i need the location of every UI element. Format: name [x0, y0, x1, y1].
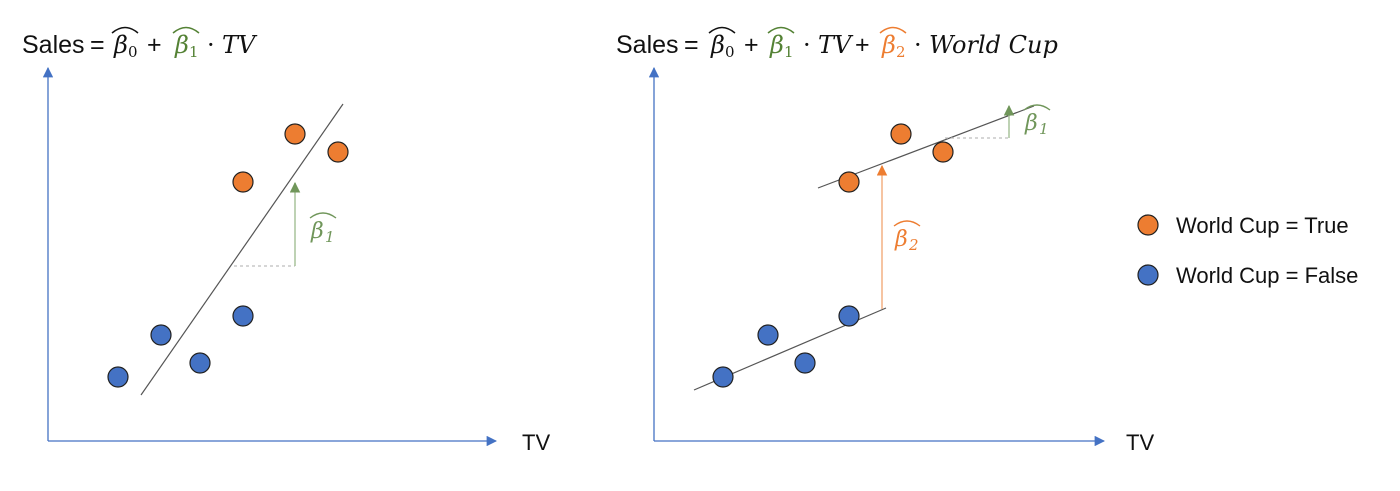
- right-shift-beta2: β: [894, 227, 908, 252]
- right-beta1-hat: [767, 26, 795, 34]
- right-point-false-4: [838, 305, 860, 327]
- right-shift-hat: [893, 220, 921, 227]
- left-slope-beta1-sub: 1: [325, 228, 335, 246]
- right-points: [712, 123, 954, 388]
- right-eq-beta2: β: [881, 31, 896, 59]
- left-x-axis-label: TV: [522, 430, 550, 455]
- right-shift-beta2-sub: 2: [908, 236, 919, 254]
- left-eq-beta0-sub: 0: [128, 43, 138, 61]
- right-eq-world-cup: World Cup: [929, 31, 1058, 59]
- left-beta1-hat: [172, 26, 200, 34]
- left-slope-hat: [309, 212, 337, 219]
- right-panel: Sales = β 0 + β 1 · TV + β 2 · World Cup…: [616, 26, 1154, 455]
- left-point-true-3: [327, 141, 349, 163]
- right-eq-beta2-sub: 2: [896, 43, 906, 61]
- left-eq-tv: TV: [222, 31, 258, 59]
- left-panel: Sales = β 0 + β 1 · TV TV β 1: [22, 26, 550, 455]
- left-eq-beta1: β: [174, 31, 189, 59]
- left-point-false-4: [232, 305, 254, 327]
- left-point-true-2: [284, 123, 306, 145]
- right-slope-beta1: β: [1024, 111, 1038, 136]
- right-point-true-2: [890, 123, 912, 145]
- legend-false-label: World Cup = False: [1176, 263, 1358, 288]
- right-eq-plus1: +: [744, 31, 759, 59]
- left-points: [107, 123, 349, 388]
- right-eq-beta0-sub: 0: [725, 43, 735, 61]
- right-eq-dot2: ·: [914, 31, 922, 59]
- right-eq-beta1: β: [769, 31, 784, 59]
- left-point-false-2: [150, 324, 172, 346]
- right-slope-hat: [1023, 104, 1051, 111]
- right-eq-dot1: ·: [803, 31, 811, 59]
- left-equation: Sales = β 0 + β 1 · TV: [22, 26, 258, 61]
- legend-false-marker: [1137, 264, 1159, 286]
- right-x-axis-label: TV: [1126, 430, 1154, 455]
- right-eq-lhs: Sales: [616, 31, 679, 59]
- left-eq-equals: =: [90, 31, 105, 59]
- left-beta0-hat: [111, 26, 139, 34]
- right-point-false-1: [712, 366, 734, 388]
- right-point-true-1: [838, 171, 860, 193]
- right-eq-beta1-sub: 1: [784, 43, 794, 61]
- left-eq-plus: +: [147, 31, 162, 59]
- right-eq-plus2: +: [855, 31, 870, 59]
- right-slope-beta1-sub: 1: [1039, 120, 1049, 138]
- right-equation: Sales = β 0 + β 1 · TV + β 2 · World Cup: [616, 26, 1058, 61]
- left-point-false-1: [107, 366, 129, 388]
- right-eq-tv: TV: [818, 31, 854, 59]
- legend: World Cup = True World Cup = False: [1137, 213, 1358, 288]
- left-fit-line: [140, 103, 344, 396]
- right-point-true-3: [932, 141, 954, 163]
- right-point-false-2: [757, 324, 779, 346]
- left-eq-beta1-sub: 1: [189, 43, 199, 61]
- right-beta0-hat: [708, 26, 736, 34]
- right-eq-equals: =: [684, 31, 699, 59]
- right-beta2-hat: [879, 26, 907, 34]
- left-eq-lhs: Sales: [22, 31, 85, 59]
- legend-true-label: World Cup = True: [1176, 213, 1349, 238]
- left-slope-beta1: β: [310, 219, 324, 244]
- right-eq-beta0: β: [710, 31, 725, 59]
- right-point-false-3: [794, 352, 816, 374]
- left-eq-beta0: β: [113, 31, 128, 59]
- legend-true-marker: [1137, 214, 1159, 236]
- left-point-true-1: [232, 171, 254, 193]
- left-eq-dot: ·: [207, 31, 215, 59]
- left-point-false-3: [189, 352, 211, 374]
